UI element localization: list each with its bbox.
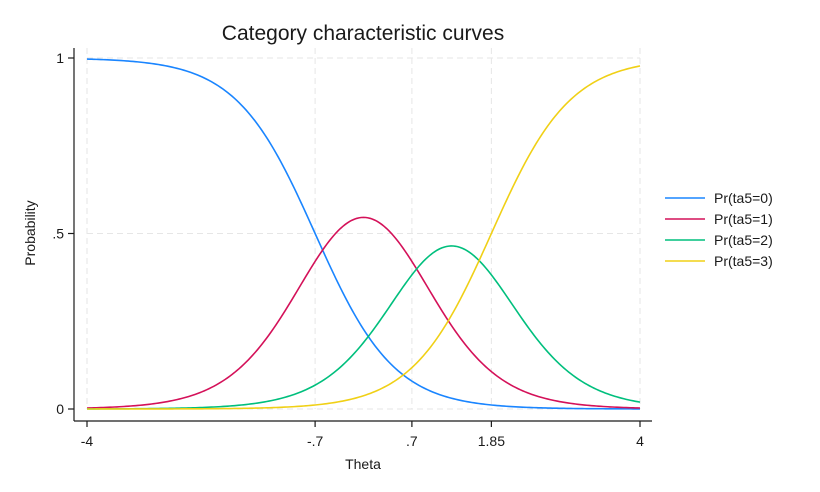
y-tick-label-1: .5 xyxy=(52,226,64,242)
series-layer xyxy=(86,58,641,410)
chart-title: Category characteristic curves xyxy=(222,22,504,45)
x-tick-label-3: 1.85 xyxy=(478,433,505,449)
series-line-2 xyxy=(86,245,641,410)
legend: Pr(ta5=0) Pr(ta5=1) Pr(ta5=2) Pr(ta5=3) xyxy=(665,190,773,269)
grid xyxy=(86,48,641,410)
y-tick-label-2: 1 xyxy=(56,50,64,66)
legend-label-0: Pr(ta5=0) xyxy=(714,190,773,206)
y-tick-label-0: 0 xyxy=(56,401,64,417)
legend-label-3: Pr(ta5=3) xyxy=(714,253,773,269)
x-tick-label-1: -.7 xyxy=(307,433,324,449)
x-tick-label-2: .7 xyxy=(406,433,418,449)
legend-label-1: Pr(ta5=1) xyxy=(714,211,773,227)
x-tick-label-0: -4 xyxy=(81,433,94,449)
series-line-1 xyxy=(86,216,641,409)
y-axis-title: Probability xyxy=(22,200,38,265)
series-line-3 xyxy=(87,65,641,410)
x-axis-title: Theta xyxy=(345,456,381,472)
series-line-0 xyxy=(86,58,641,410)
x-tick-label-4: 4 xyxy=(636,433,644,449)
legend-label-2: Pr(ta5=2) xyxy=(714,232,773,248)
axes: 0 .5 1 -4 -.7 .7 1.85 4 xyxy=(52,48,652,449)
